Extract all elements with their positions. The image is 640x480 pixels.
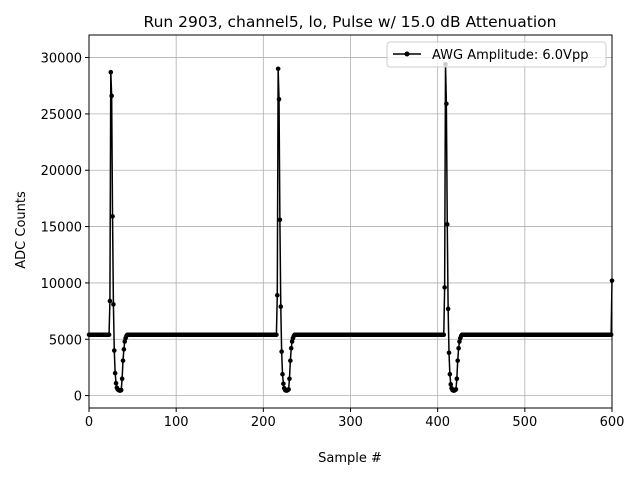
- y-tick-label: 0: [74, 390, 82, 405]
- legend: AWG Amplitude: 6.0Vpp: [386, 41, 607, 68]
- data-point: [120, 358, 126, 363]
- x-tick-label: 200: [251, 415, 276, 430]
- data-point: [447, 371, 453, 377]
- data-point: [118, 387, 124, 393]
- data-point: [281, 381, 286, 387]
- data-point: [121, 347, 127, 352]
- y-tick-label: 15000: [41, 221, 82, 236]
- y-axis-label: ADC Counts: [14, 191, 29, 269]
- data-point: [275, 66, 281, 72]
- x-tick-label: 0: [85, 415, 93, 430]
- x-tick-label: 500: [512, 415, 537, 430]
- data-point: [111, 302, 116, 307]
- legend-label: AWG Amplitude: 6.0Vpp: [432, 48, 588, 63]
- legend-box: [386, 41, 607, 68]
- x-tick-label: 100: [164, 415, 189, 430]
- data-point: [106, 332, 112, 338]
- data-point: [112, 370, 118, 376]
- data-point: [274, 293, 280, 298]
- data-point: [276, 96, 282, 102]
- data-point: [446, 350, 452, 356]
- data-point: [280, 371, 285, 377]
- data-point: [608, 332, 614, 338]
- data-point: [107, 298, 113, 304]
- data-point: [288, 358, 293, 363]
- series-layer: [86, 62, 615, 393]
- data-point: [277, 217, 283, 223]
- y-tick-label: 25000: [41, 108, 82, 123]
- data-point: [278, 304, 284, 309]
- y-tick-label: 10000: [41, 277, 82, 292]
- x-axis: 0 100 200 300 400 500 600: [85, 408, 625, 430]
- data-point: [119, 376, 125, 382]
- data-point: [444, 101, 449, 107]
- legend-marker-sample: [404, 51, 410, 57]
- grid: [88, 35, 613, 408]
- x-tick-label: 600: [600, 415, 625, 430]
- data-point: [453, 387, 459, 392]
- data-point: [441, 332, 447, 338]
- data-point: [109, 93, 114, 99]
- data-point: [448, 382, 454, 387]
- data-point: [287, 376, 292, 382]
- data-point: [286, 387, 291, 392]
- data-point: [456, 345, 461, 351]
- data-point: [455, 358, 461, 363]
- y-tick-label: 20000: [41, 164, 82, 179]
- x-tick-label: 400: [425, 415, 450, 430]
- data-point: [444, 222, 450, 227]
- data-point: [111, 348, 117, 353]
- data-point: [279, 349, 284, 354]
- data-point: [110, 214, 115, 219]
- data-point: [288, 345, 294, 351]
- chart-title: Run 2903, channel5, lo, Pulse w/ 15.0 dB…: [144, 13, 557, 31]
- y-axis: 0 5000 10000 15000 20000 25000 30000: [41, 52, 89, 405]
- x-tick-label: 300: [338, 415, 363, 430]
- data-point: [108, 69, 114, 75]
- data-point: [445, 306, 451, 312]
- data-point: [454, 376, 460, 382]
- x-axis-label: Sample #: [318, 451, 382, 466]
- data-point: [274, 332, 279, 338]
- data-point: [113, 380, 119, 386]
- data-point: [442, 285, 447, 290]
- y-tick-label: 5000: [49, 333, 82, 348]
- y-tick-label: 30000: [41, 52, 82, 67]
